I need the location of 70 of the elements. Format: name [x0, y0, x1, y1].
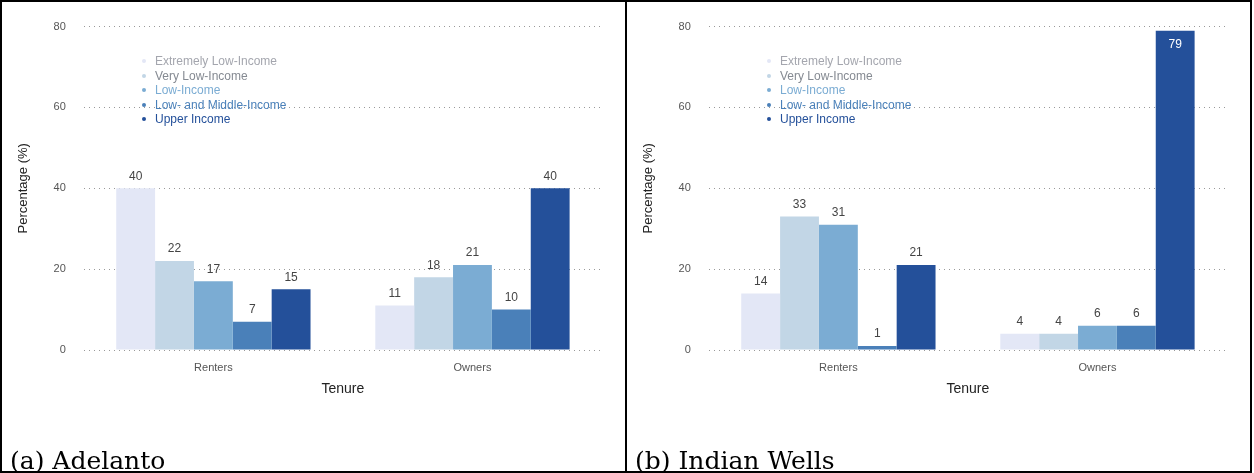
bar: [741, 293, 781, 350]
bar: [1039, 333, 1079, 350]
y-tick-label: 0: [59, 343, 66, 356]
data-label: 7: [248, 302, 256, 317]
y-tick-label: 20: [53, 262, 66, 275]
y-tick-label: 0: [684, 343, 691, 356]
data-label: 40: [543, 168, 558, 183]
data-label: 79: [1168, 36, 1183, 51]
bar: [1155, 30, 1195, 350]
text: (a) Adelanto: [10, 446, 166, 473]
bar: [780, 216, 819, 350]
x-axis-title: Tenure: [946, 380, 990, 397]
legend-label: Extremely Low-Income: [780, 54, 903, 69]
data-label: 11: [388, 285, 402, 300]
data-label: 31: [831, 204, 846, 219]
y-axis-title: Percentage (%): [15, 143, 31, 234]
y-axis-title: Percentage (%): [640, 143, 656, 234]
data-label: 33: [792, 196, 807, 211]
data-label: 21: [909, 245, 924, 260]
y-tick-label: 80: [678, 19, 691, 32]
data-label: 6: [1132, 306, 1140, 321]
data-label: 18: [426, 257, 441, 272]
data-label: 22: [167, 241, 182, 256]
bar: [193, 281, 233, 350]
data-label: 40: [128, 168, 143, 183]
bar: [271, 289, 311, 350]
bar: [818, 224, 858, 350]
bar: [491, 309, 531, 350]
bar: [116, 188, 156, 350]
bar: [1116, 325, 1156, 350]
data-label: 4: [1016, 314, 1024, 329]
legend-label: Low-Income: [780, 83, 846, 98]
x-tick-label: Owners: [1078, 360, 1117, 373]
y-tick-label: 40: [678, 181, 691, 194]
data-label: 1: [873, 326, 881, 341]
y-tick-label: 60: [53, 100, 66, 113]
y-tick-label: 40: [53, 181, 66, 194]
bar: [1078, 325, 1117, 350]
text: (b) Indian Wells: [635, 446, 835, 473]
data-label: 21: [465, 245, 480, 260]
bar: [375, 305, 415, 350]
legend-label: Extremely Low-Income: [155, 54, 278, 69]
legend-label: Low- and Middle-Income: [780, 97, 912, 112]
x-axis-title: Tenure: [321, 380, 365, 397]
legend-label: Low- and Middle-Income: [155, 97, 287, 112]
legend-label: Very Low-Income: [155, 68, 248, 83]
bar: [1000, 333, 1040, 350]
legend-label: Upper Income: [155, 112, 231, 127]
data-label: 15: [284, 269, 299, 284]
legend-label: Low-Income: [155, 83, 221, 98]
bar: [530, 188, 570, 350]
x-tick-label: Renters: [819, 360, 859, 373]
x-tick-label: Renters: [194, 360, 234, 373]
data-label: 10: [504, 289, 519, 304]
legend-label: Upper Income: [780, 112, 856, 127]
y-tick-label: 20: [678, 262, 691, 275]
bar: [232, 321, 272, 350]
data-label: 17: [206, 261, 221, 276]
legend-label: Very Low-Income: [780, 68, 873, 83]
bar: [453, 265, 492, 350]
y-tick-label: 60: [678, 100, 691, 113]
data-label: 4: [1055, 314, 1063, 329]
bar: [414, 277, 454, 350]
y-tick-label: 80: [53, 19, 66, 32]
x-tick-label: Owners: [453, 360, 492, 373]
bar: [857, 345, 897, 350]
bar: [155, 261, 194, 350]
bar: [896, 265, 936, 350]
data-label: 14: [753, 273, 768, 288]
data-label: 6: [1094, 306, 1102, 321]
